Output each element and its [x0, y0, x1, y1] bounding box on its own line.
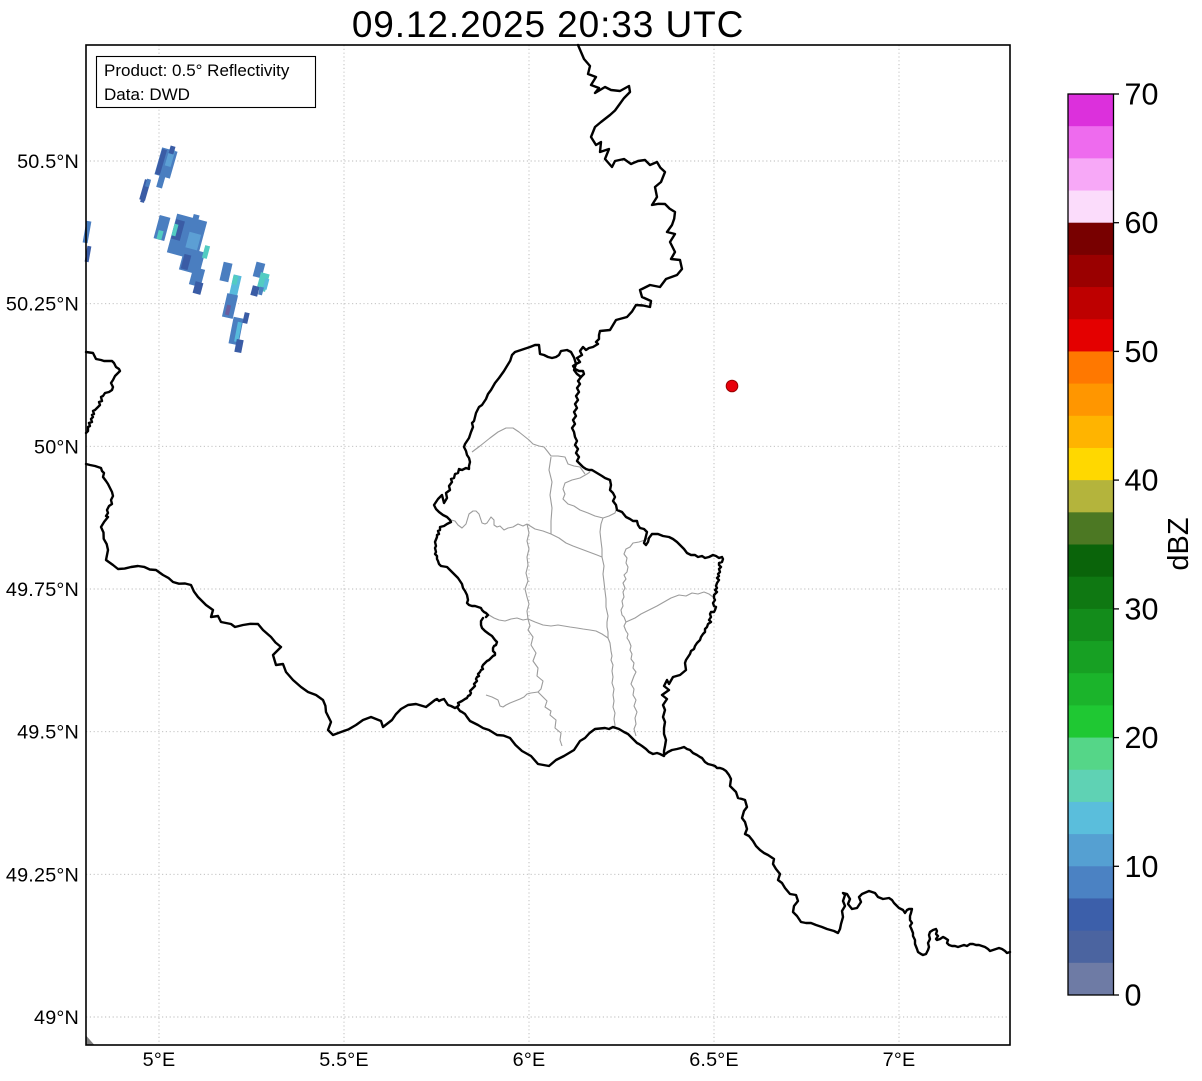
svg-text:49°N: 49°N	[34, 1007, 79, 1029]
svg-text:7°E: 7°E	[883, 1049, 916, 1071]
svg-text:50: 50	[1125, 335, 1159, 369]
svg-text:49.25°N: 49.25°N	[6, 864, 79, 886]
svg-text:40: 40	[1125, 464, 1159, 498]
svg-text:20: 20	[1125, 721, 1159, 755]
svg-text:dBZ: dBZ	[1163, 517, 1195, 570]
svg-text:30: 30	[1125, 592, 1159, 626]
svg-text:50°N: 50°N	[34, 436, 79, 458]
svg-text:5°E: 5°E	[143, 1049, 176, 1071]
svg-text:50.5°N: 50.5°N	[17, 151, 79, 173]
svg-text:6°E: 6°E	[513, 1049, 546, 1071]
svg-text:10: 10	[1125, 850, 1159, 884]
svg-text:49.5°N: 49.5°N	[17, 722, 79, 744]
svg-text:6.5°E: 6.5°E	[689, 1049, 739, 1071]
svg-text:09.12.2025 20:33 UTC: 09.12.2025 20:33 UTC	[352, 4, 744, 45]
svg-text:49.75°N: 49.75°N	[6, 579, 79, 601]
svg-text:50.25°N: 50.25°N	[6, 294, 79, 316]
svg-text:5.5°E: 5.5°E	[319, 1049, 369, 1071]
svg-text:60: 60	[1125, 206, 1159, 240]
svg-text:70: 70	[1125, 78, 1159, 112]
svg-text:0: 0	[1125, 979, 1142, 1013]
svg-text:Data: DWD: Data: DWD	[104, 85, 190, 104]
svg-text:Product: 0.5° Reflectivity: Product: 0.5° Reflectivity	[104, 61, 290, 80]
